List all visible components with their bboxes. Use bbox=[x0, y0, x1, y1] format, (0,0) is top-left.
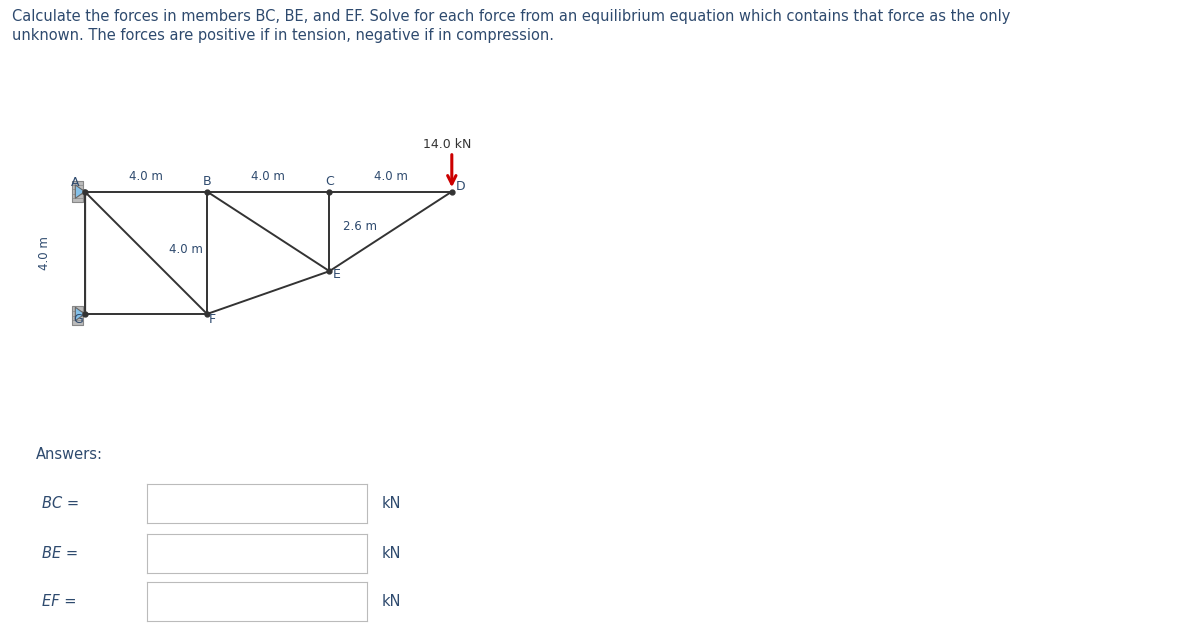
Text: 4.0 m: 4.0 m bbox=[38, 236, 51, 270]
Text: 14.0 kN: 14.0 kN bbox=[422, 138, 471, 151]
Text: B: B bbox=[203, 175, 211, 188]
Text: i: i bbox=[128, 594, 132, 609]
Text: kN: kN bbox=[382, 546, 401, 561]
Text: 2.6 m: 2.6 m bbox=[344, 220, 377, 233]
Text: D: D bbox=[456, 180, 465, 193]
Text: E: E bbox=[333, 268, 341, 281]
Text: EF =: EF = bbox=[42, 594, 76, 609]
Text: i: i bbox=[128, 496, 132, 511]
Text: 4.0 m: 4.0 m bbox=[129, 170, 163, 183]
Polygon shape bbox=[75, 185, 85, 198]
Text: i: i bbox=[128, 546, 132, 561]
Text: G: G bbox=[73, 312, 82, 326]
Text: A: A bbox=[70, 176, 80, 189]
Text: 4.0 m: 4.0 m bbox=[373, 170, 408, 183]
Text: BC =: BC = bbox=[42, 496, 79, 511]
Text: kN: kN bbox=[382, 594, 401, 609]
Polygon shape bbox=[75, 308, 85, 321]
Bar bbox=[73, 306, 84, 324]
Text: F: F bbox=[209, 313, 216, 326]
Text: unknown. The forces are positive if in tension, negative if in compression.: unknown. The forces are positive if in t… bbox=[12, 28, 554, 43]
Bar bbox=[73, 181, 84, 203]
Text: C: C bbox=[324, 175, 334, 188]
Text: kN: kN bbox=[382, 496, 401, 511]
Text: 4.0 m: 4.0 m bbox=[168, 243, 203, 256]
Text: 4.0 m: 4.0 m bbox=[252, 170, 285, 183]
Circle shape bbox=[82, 190, 87, 194]
Text: BE =: BE = bbox=[42, 546, 78, 561]
Circle shape bbox=[82, 312, 87, 316]
Text: Answers:: Answers: bbox=[36, 447, 103, 462]
Text: Calculate the forces in members BC, BE, and EF. Solve for each force from an equ: Calculate the forces in members BC, BE, … bbox=[12, 9, 1010, 24]
